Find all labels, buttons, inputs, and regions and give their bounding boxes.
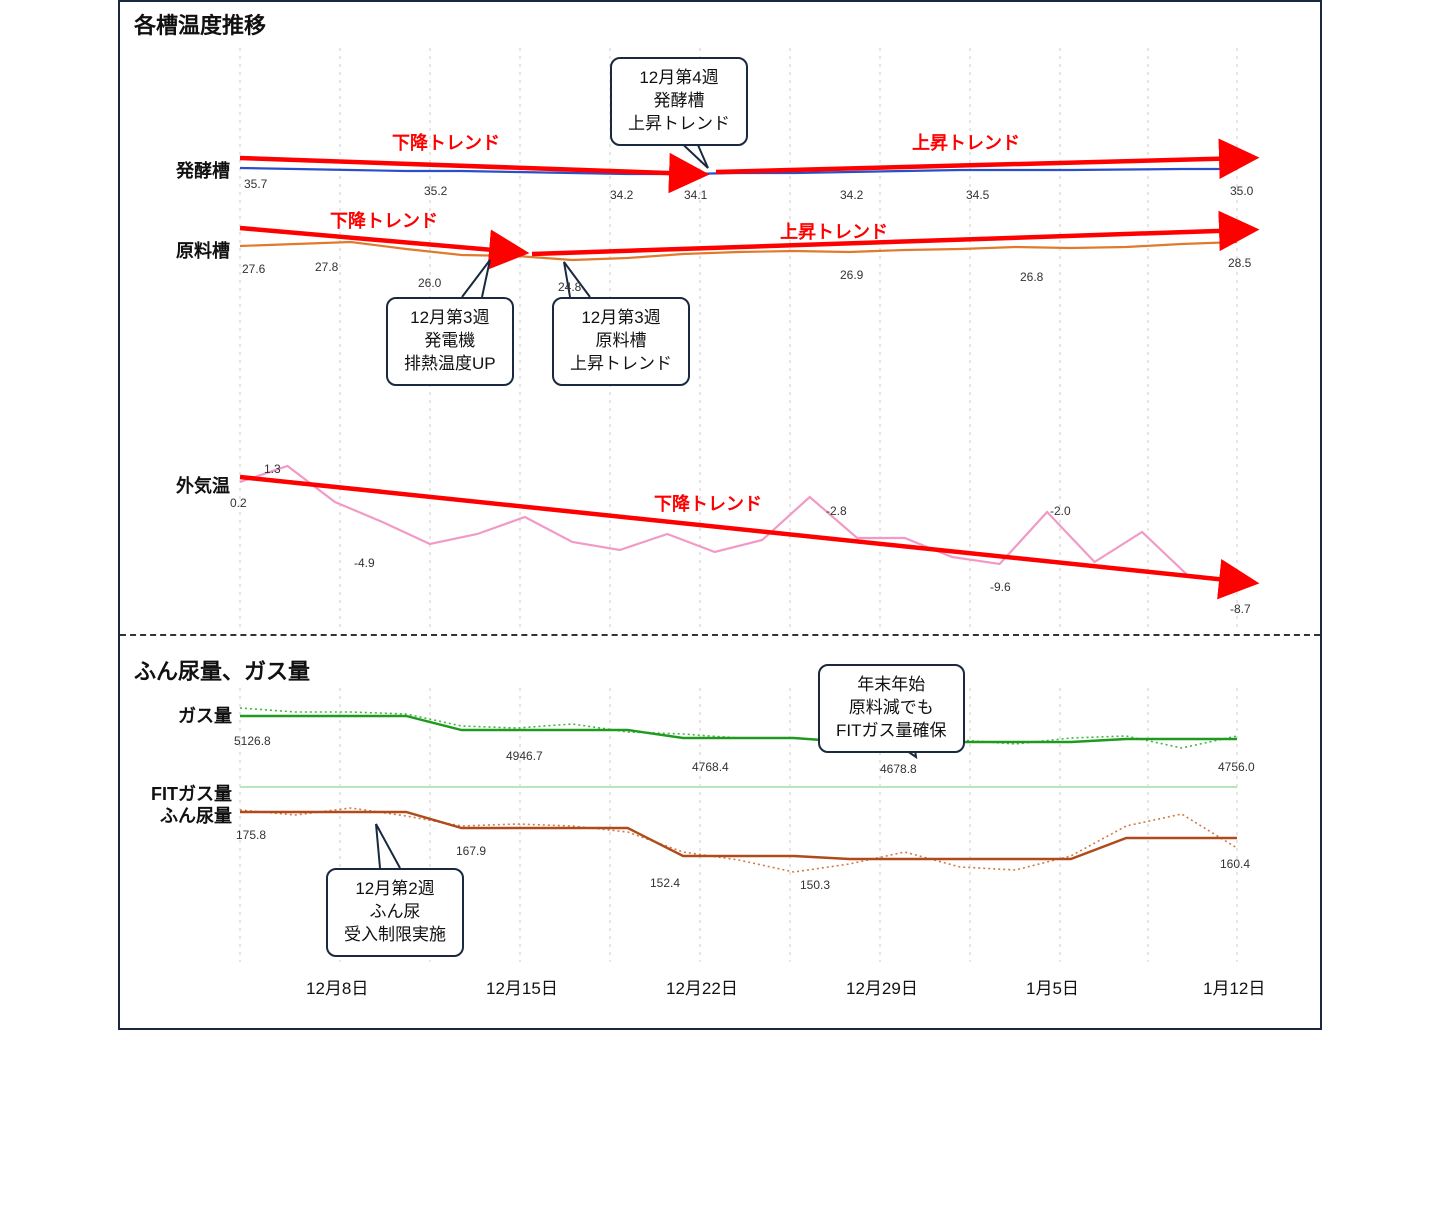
callout: 12月第4週発酵槽上昇トレンド [610, 57, 748, 146]
label-fermenter: 発酵槽 [160, 157, 230, 183]
value-annotation: 26.0 [418, 276, 441, 290]
callout: 年末年始原料減でもFITガス量確保 [818, 664, 965, 753]
value-annotation: 26.9 [840, 268, 863, 282]
value-annotation: 34.2 [610, 188, 633, 202]
x-axis-label: 12月8日 [306, 974, 368, 999]
value-annotation: -2.8 [826, 504, 847, 518]
value-annotation: 27.8 [315, 260, 338, 274]
value-annotation: 28.5 [1228, 256, 1251, 270]
value-annotation: 34.2 [840, 188, 863, 202]
panel-divider [120, 634, 1320, 636]
figure-root: 各槽温度推移 発酵槽 原料槽 外気温 35.735.234.234.134.23… [118, 0, 1322, 1030]
label-material: 原料槽 [160, 237, 230, 263]
x-axis-label: 12月15日 [486, 974, 558, 999]
label-outside: 外気温 [160, 472, 230, 498]
value-annotation: 150.3 [800, 878, 830, 892]
value-annotation: 35.0 [1230, 184, 1253, 198]
value-annotation: -9.6 [990, 580, 1011, 594]
trend-label: 下降トレンド [330, 207, 438, 233]
value-annotation: 5126.8 [234, 734, 271, 748]
label-manure: ふん尿量 [142, 802, 232, 828]
value-annotation: -2.0 [1050, 504, 1071, 518]
value-annotation: 34.1 [684, 188, 707, 202]
trend-label: 下降トレンド [654, 490, 762, 516]
callout: 12月第2週ふん尿受入制限実施 [326, 868, 464, 957]
value-annotation: 26.8 [1020, 270, 1043, 284]
callout: 12月第3週原料槽上昇トレンド [552, 297, 690, 386]
label-gas: ガス量 [142, 702, 232, 728]
value-annotation: 34.5 [966, 188, 989, 202]
value-annotation: 35.2 [424, 184, 447, 198]
value-annotation: 4756.0 [1218, 760, 1255, 774]
x-axis-label: 12月29日 [846, 974, 918, 999]
value-annotation: 4946.7 [506, 749, 543, 763]
value-annotation: 4678.8 [880, 762, 917, 776]
value-annotation: 24.8 [558, 280, 581, 294]
x-axis-label: 1月5日 [1026, 974, 1079, 999]
chart-gas-svg [120, 642, 1320, 1028]
value-annotation: 152.4 [650, 876, 680, 890]
panel-temperature: 各槽温度推移 発酵槽 原料槽 外気温 35.735.234.234.134.23… [120, 2, 1320, 632]
value-annotation: 167.9 [456, 844, 486, 858]
value-annotation: 160.4 [1220, 857, 1250, 871]
x-axis-label: 1月12日 [1203, 974, 1265, 999]
callout: 12月第3週発電機排熱温度UP [386, 297, 514, 386]
value-annotation: -4.9 [354, 556, 375, 570]
value-annotation: 0.2 [230, 496, 247, 510]
x-axis-label: 12月22日 [666, 974, 738, 999]
trend-label: 上昇トレンド [912, 129, 1020, 155]
panel-gas: ふん尿量、ガス量 ガス量 FITガス量 ふん尿量 5126.84946.7476… [120, 642, 1320, 1028]
value-annotation: 4768.4 [692, 760, 729, 774]
value-annotation: 35.7 [244, 177, 267, 191]
trend-label: 下降トレンド [392, 129, 500, 155]
value-annotation: 27.6 [242, 262, 265, 276]
value-annotation: -8.7 [1230, 602, 1251, 616]
value-annotation: 1.3 [264, 462, 281, 476]
value-annotation: 175.8 [236, 828, 266, 842]
trend-label: 上昇トレンド [780, 218, 888, 244]
